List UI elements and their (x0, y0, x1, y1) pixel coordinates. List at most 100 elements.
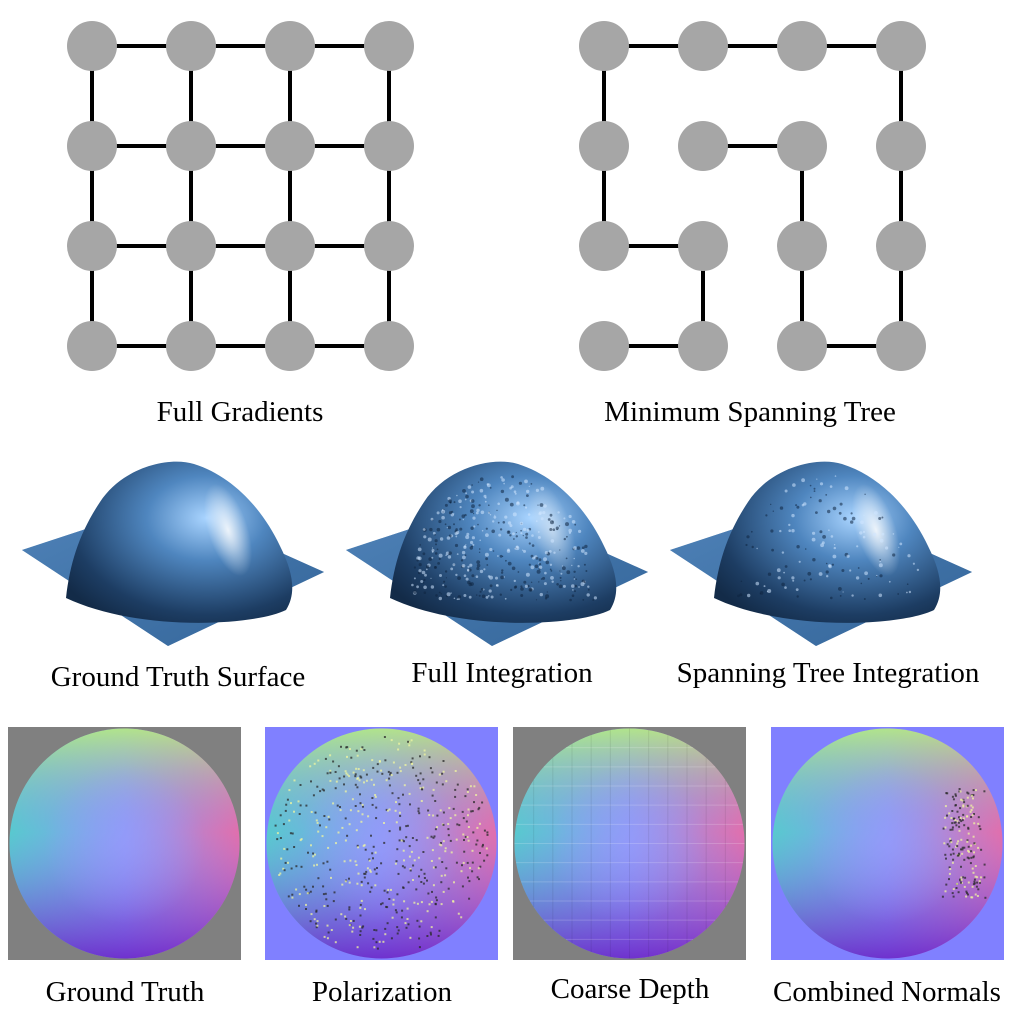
surface-roughness-speck (514, 585, 518, 588)
normal-noise-speck (442, 890, 445, 893)
normal-noise-speck (957, 821, 960, 824)
normal-noise-speck (967, 792, 970, 795)
surface-specular-highlight (203, 483, 253, 577)
normal-noise-speck (408, 845, 411, 848)
normal-noise-speck (983, 790, 986, 793)
surface-roughness-speck (431, 556, 434, 559)
surface-roughness-speck (468, 595, 472, 599)
coarse-depth-normal-map (513, 727, 746, 960)
normal-noise-speck (381, 772, 384, 775)
normal-noise-speck (440, 844, 443, 847)
surface-roughness-speck (434, 566, 437, 569)
normal-noise-speck (455, 838, 458, 841)
normal-noise-speck (970, 896, 973, 899)
normal-noise-speck (383, 736, 386, 738)
normal-noise-speck (418, 875, 420, 878)
surface-roughness-speck (471, 504, 475, 509)
normal-noise-speck (441, 861, 444, 863)
normal-noise-speck (970, 850, 973, 853)
normal-noise-speck (419, 755, 421, 758)
normal-noise-speck (374, 884, 377, 887)
surface-roughness-speck (892, 553, 896, 557)
normal-noise-speck (321, 835, 324, 838)
normal-noise-speck (334, 771, 337, 773)
mst-node (876, 121, 926, 171)
normal-noise-speck (444, 874, 447, 877)
normal-noise-speck (286, 848, 289, 851)
normal-noise-speck (334, 918, 337, 921)
normal-noise-speck (960, 820, 963, 823)
surface-roughness-speck (776, 568, 781, 573)
surface-roughness-speck (466, 568, 470, 571)
surface-roughness-speck (464, 554, 467, 557)
normal-noise-speck (426, 879, 428, 882)
surface-roughness-speck (506, 549, 511, 553)
normal-noise-speck (290, 802, 292, 805)
surface-roughness-speck (897, 593, 900, 595)
normal-noise-speck (952, 858, 955, 861)
normal-noise-speck (958, 790, 961, 793)
mst-node (579, 21, 629, 71)
surface-roughness-speck (453, 501, 456, 504)
normal-noise-speck (380, 769, 383, 772)
polarization-caption: Polarization (311, 976, 453, 1008)
surface-roughness-speck (528, 587, 533, 592)
surface-roughness-speck (449, 501, 452, 504)
surface-roughness-speck (535, 599, 538, 601)
surface-roughness-speck (471, 484, 473, 486)
normal-noise-speck (961, 799, 964, 802)
surface-roughness-speck (834, 475, 837, 477)
normal-noise-speck (343, 860, 346, 863)
normal-noise-speck (295, 888, 298, 891)
normal-noise-speck (348, 877, 350, 880)
surface-roughness-speck (499, 593, 502, 596)
normal-noise-speck (360, 776, 363, 779)
surface-roughness-speck (583, 563, 586, 566)
normal-noise-speck (386, 809, 389, 812)
normal-noise-speck (282, 867, 285, 870)
normal-noise-speck (389, 773, 392, 776)
normal-noise-speck (373, 868, 376, 871)
normal-noise-speck (357, 810, 360, 813)
normal-noise-speck (370, 834, 372, 837)
surface-roughness-speck (479, 488, 484, 493)
surface-roughness-speck (488, 504, 490, 506)
normal-noise-speck (962, 804, 965, 807)
surface-roughness-speck (456, 553, 459, 555)
normal-noise-speck (382, 940, 385, 943)
surface-roughness-speck (825, 570, 829, 574)
normal-noise-speck (309, 890, 312, 893)
normal-noise-speck (967, 857, 970, 860)
normal-noise-speck (478, 806, 481, 809)
surface-roughness-speck (513, 579, 516, 583)
surface-roughness-speck (573, 546, 577, 550)
surface-roughness-speck (553, 551, 556, 554)
normal-noise-speck (943, 842, 946, 845)
normal-noise-speck (429, 931, 432, 934)
surface-roughness-speck (478, 551, 481, 553)
normal-noise-speck (312, 852, 315, 855)
normal-noise-speck (356, 754, 359, 757)
normal-noise-speck (440, 842, 442, 844)
normal-noise-speck (964, 876, 967, 879)
normal-noise-speck (334, 941, 337, 944)
surface-roughness-speck (439, 574, 442, 577)
normal-noise-speck (973, 813, 975, 815)
surface-roughness-speck (473, 525, 476, 528)
surface-roughness-speck (587, 588, 590, 591)
normal-noise-speck (433, 835, 436, 838)
normal-noise-speck (977, 846, 980, 849)
normal-noise-speck (428, 814, 431, 816)
surface-roughness-speck (543, 582, 547, 586)
normal-noise-speck (457, 912, 460, 915)
normal-noise-speck (944, 853, 947, 856)
surface-roughness-speck (879, 538, 884, 543)
surface-roughness-speck (417, 556, 422, 561)
surface-roughness-speck (436, 511, 440, 515)
full-gradients-node (364, 121, 414, 171)
mst-node (777, 21, 827, 71)
surface-roughness-speck (430, 577, 432, 579)
surface-roughness-speck (438, 557, 441, 560)
normal-noise-speck (476, 876, 479, 879)
normal-noise-speck (398, 742, 401, 745)
